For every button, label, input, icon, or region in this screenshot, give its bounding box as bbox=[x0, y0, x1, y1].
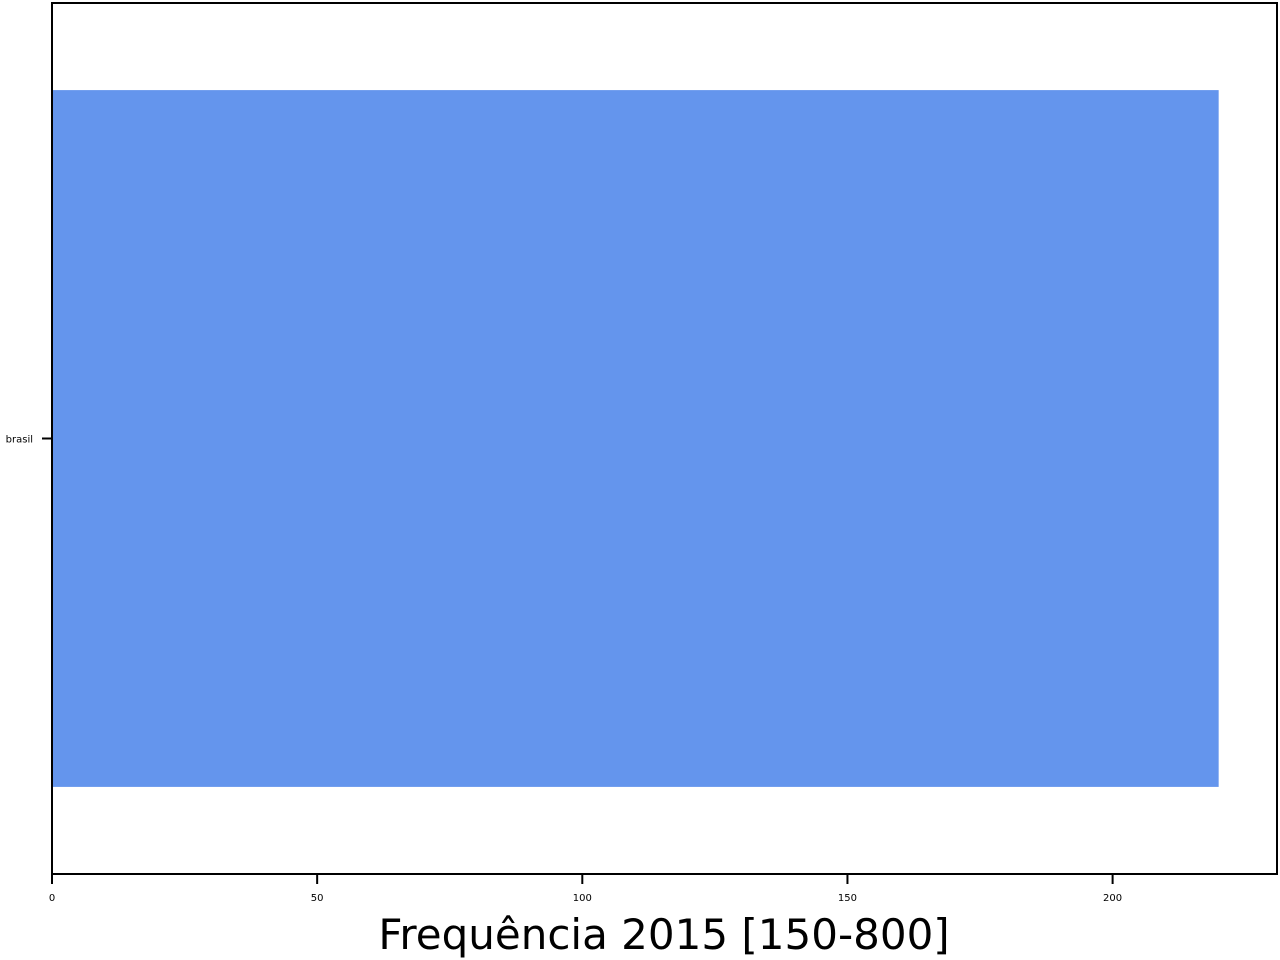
x-tick-label: 150 bbox=[838, 893, 857, 904]
y-axis-ticks: brasil bbox=[6, 435, 52, 446]
x-axis-ticks: 0 50 100 150 200 bbox=[49, 874, 1122, 904]
x-tick-label: 200 bbox=[1103, 893, 1122, 904]
x-axis-label: Frequência 2015 [150-800] bbox=[378, 910, 949, 959]
bars-group bbox=[52, 90, 1219, 787]
y-tick-label: brasil bbox=[6, 435, 33, 446]
x-tick-label: 0 bbox=[49, 893, 55, 904]
x-tick-label: 50 bbox=[311, 893, 324, 904]
bar-brasil bbox=[52, 90, 1219, 787]
x-tick-label: 100 bbox=[573, 893, 592, 904]
